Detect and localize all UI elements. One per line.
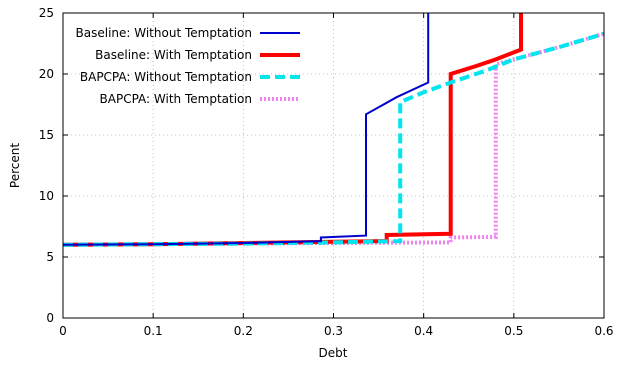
legend: Baseline: Without Temptation Baseline: Wi… bbox=[76, 26, 300, 106]
legend-label: BAPCPA: Without Temptation bbox=[80, 70, 252, 84]
series-line-1 bbox=[62, 13, 430, 246]
series-line-4 bbox=[62, 31, 605, 247]
axis-ticks: 0 0.1 0.2 0.3 0.4 0.5 0.6 0 5 10 15 20 25 bbox=[39, 6, 614, 338]
x-tick-label: 0.3 bbox=[324, 324, 343, 338]
y-tick-label: 25 bbox=[39, 6, 54, 20]
x-tick-label: 0.2 bbox=[234, 324, 253, 338]
y-tick-label: 0 bbox=[46, 311, 54, 325]
y-tick-label: 20 bbox=[39, 67, 54, 81]
x-tick-label: 0.1 bbox=[144, 324, 163, 338]
y-tick-label: 5 bbox=[46, 250, 54, 264]
series-lines bbox=[62, 13, 605, 247]
x-tick-label: 0.5 bbox=[504, 324, 523, 338]
legend-label: Baseline: With Temptation bbox=[95, 48, 252, 62]
x-tick-label: 0.4 bbox=[414, 324, 433, 338]
legend-label: BAPCPA: With Temptation bbox=[100, 92, 252, 106]
legend-label: Baseline: Without Temptation bbox=[76, 26, 252, 40]
grid-lines bbox=[63, 13, 604, 318]
y-axis-label: Percent bbox=[8, 143, 22, 188]
x-tick-label: 0 bbox=[59, 324, 67, 338]
x-tick-label: 0.6 bbox=[594, 324, 613, 338]
y-tick-label: 10 bbox=[39, 189, 54, 203]
y-tick-label: 15 bbox=[39, 128, 54, 142]
x-axis-label: Debt bbox=[319, 346, 348, 360]
